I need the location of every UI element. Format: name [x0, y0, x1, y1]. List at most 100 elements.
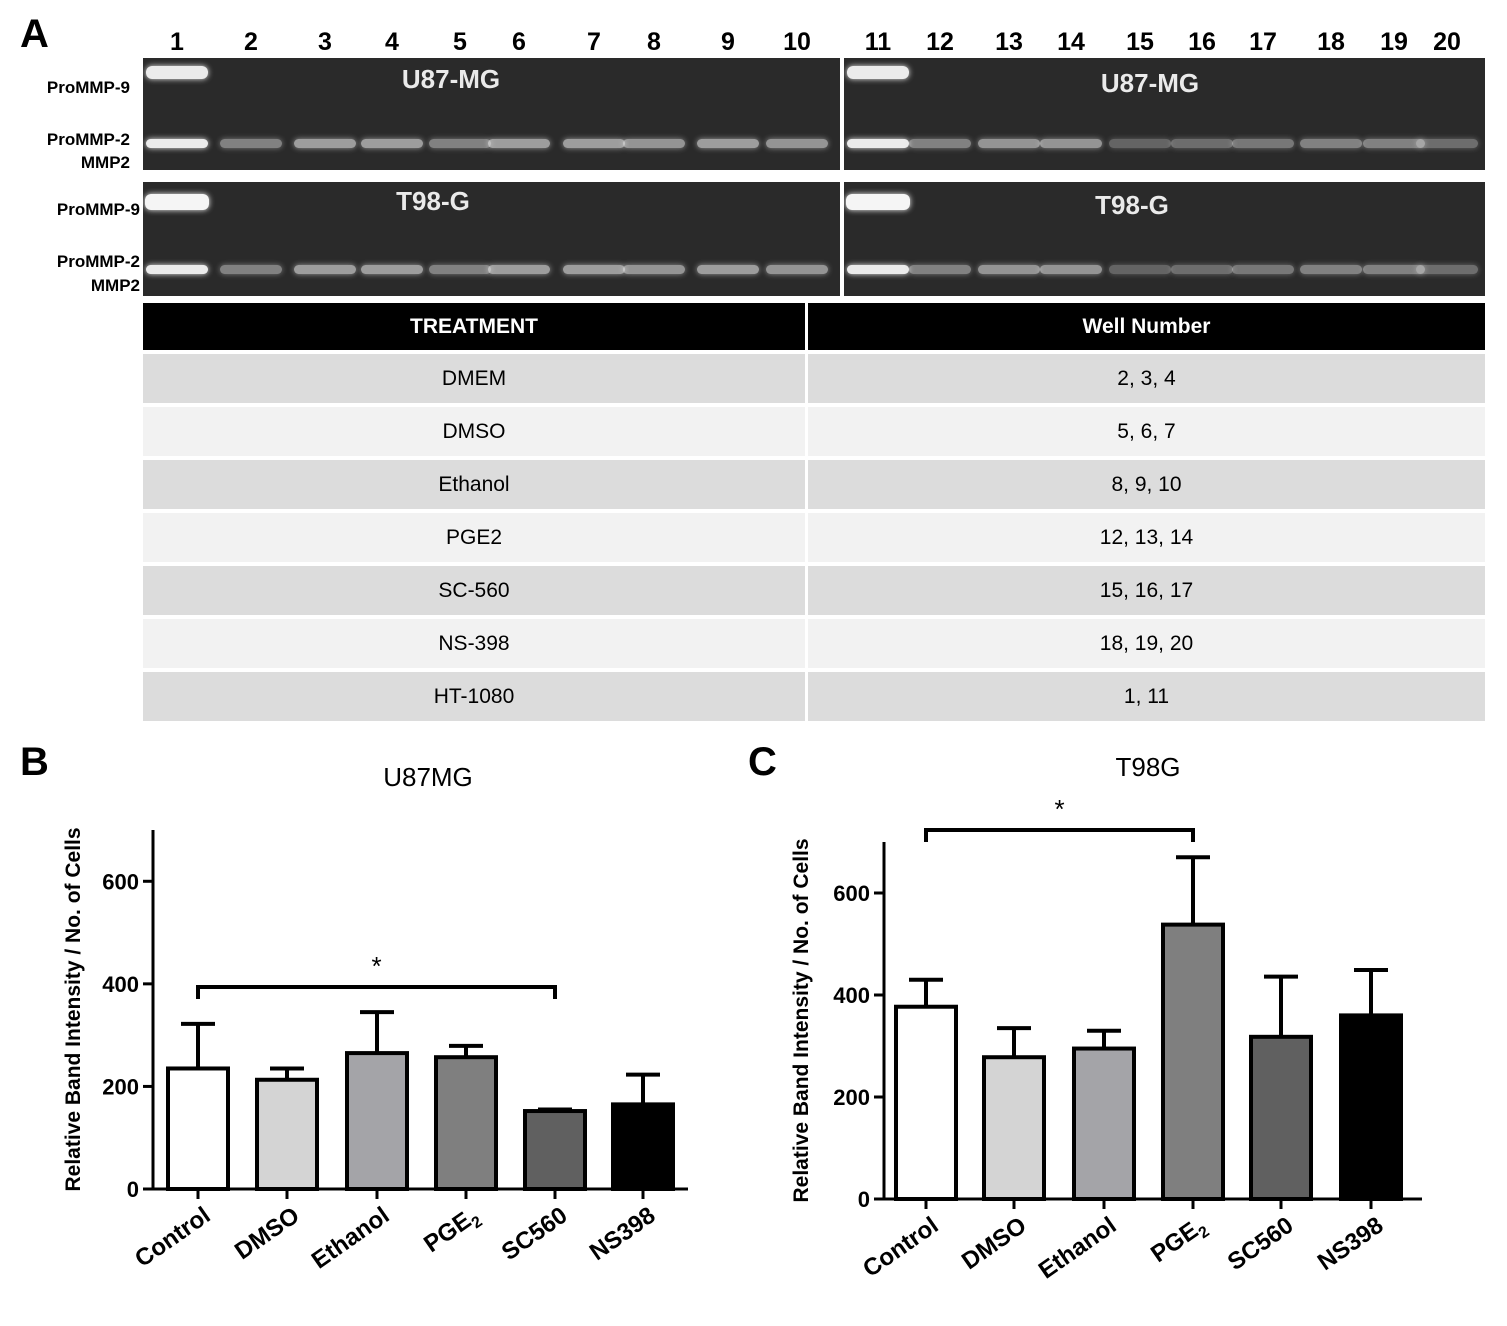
- lane-number: 11: [864, 28, 892, 56]
- treatment-cell: DMEM: [143, 350, 808, 405]
- gel-band: [766, 139, 828, 148]
- treatment-cell: PGE2: [143, 509, 808, 564]
- bar: [1339, 1013, 1403, 1201]
- gel-title: T98-G: [1095, 190, 1169, 220]
- gel-band: [697, 265, 759, 274]
- lane-number: 18: [1317, 28, 1345, 56]
- chart-title: U87MG: [383, 762, 473, 792]
- bar: [1249, 1034, 1313, 1201]
- gel-band: [1232, 139, 1294, 148]
- bar: [434, 1055, 498, 1191]
- lane-number: 1: [170, 28, 184, 56]
- header-well-number: Well Number: [806, 303, 1485, 352]
- gel-band: [1040, 139, 1102, 148]
- x-tick-label: PGE2: [1146, 1212, 1213, 1272]
- chart-title: T98G: [1115, 752, 1180, 782]
- lane-number: 20: [1433, 28, 1461, 56]
- gel-band: [909, 139, 971, 148]
- bar: [255, 1077, 319, 1191]
- gel-band: [847, 66, 909, 79]
- y-tick-label: 600: [102, 869, 139, 894]
- table-row: PGE2 12, 13, 14: [143, 509, 1485, 564]
- gel-u87-right: U87-MG: [844, 58, 1485, 170]
- gel-band: [1300, 265, 1362, 274]
- gel-band: [488, 265, 550, 274]
- panel-b-label: B: [20, 740, 49, 784]
- gel-title: U87-MG: [401, 64, 501, 94]
- lane-number: 4: [385, 28, 399, 56]
- gel-band: [766, 265, 828, 274]
- bar: [523, 1109, 587, 1191]
- lane-number: 5: [453, 28, 467, 56]
- lane-number: 19: [1380, 28, 1408, 56]
- gel-band: [146, 139, 208, 148]
- gel-band: [429, 265, 491, 274]
- x-tick-label-subscript: 2: [469, 1213, 486, 1232]
- gel-band: [1171, 265, 1233, 274]
- well-cell: 5, 6, 7: [806, 403, 1485, 458]
- bar: [611, 1102, 675, 1191]
- well-cell: 18, 19, 20: [806, 615, 1485, 670]
- gel-band: [1040, 265, 1102, 274]
- gel-band: [623, 265, 685, 274]
- y-axis-label: Relative Band Intensity / No. of Cells: [62, 827, 85, 1191]
- lane-number: 6: [512, 28, 526, 56]
- bar: [894, 1004, 958, 1202]
- gel-band: [978, 265, 1040, 274]
- treatment-cell: DMSO: [143, 403, 808, 458]
- label-prommp2: ProMMP-2: [46, 130, 130, 149]
- lane-number: 3: [318, 28, 332, 56]
- lane-number: 15: [1126, 28, 1154, 56]
- x-tick-label: DMSO: [957, 1212, 1031, 1275]
- treatment-cell: HT-1080: [143, 668, 808, 721]
- gel-band: [1109, 139, 1171, 148]
- gel-band: [847, 139, 909, 148]
- gel-title: T98-G: [396, 186, 470, 216]
- gel-band: [146, 265, 208, 274]
- gel-band: [1363, 265, 1425, 274]
- gel-band: [563, 139, 625, 148]
- gel-band: [361, 265, 423, 274]
- bar: [1161, 922, 1225, 1201]
- y-tick-label: 400: [833, 983, 870, 1008]
- gel-band: [1300, 139, 1362, 148]
- x-tick-label: NS398: [585, 1202, 661, 1266]
- gel-title: U87-MG: [1100, 68, 1200, 98]
- gel-band: [847, 265, 909, 274]
- gel-u87-left: U87-MG: [143, 58, 840, 170]
- table-row: HT-1080 1, 11: [143, 668, 1485, 721]
- gel-band: [429, 139, 491, 148]
- table-header-row: TREATMENT Well Number: [143, 303, 1485, 352]
- lane-number: 2: [244, 28, 258, 56]
- y-tick-label: 200: [102, 1074, 139, 1099]
- lane-number: 17: [1249, 28, 1277, 56]
- x-tick-label: Ethanol: [307, 1202, 395, 1275]
- lane-number: 12: [926, 28, 954, 56]
- label-prommp2: ProMMP-2: [56, 252, 140, 271]
- panel-a-label: A: [20, 12, 49, 56]
- lane-number: 13: [995, 28, 1023, 56]
- x-tick-label: PGE2: [419, 1202, 486, 1262]
- gel-t98-left: T98-G: [143, 182, 840, 296]
- table-row: SC-560 15, 16, 17: [143, 562, 1485, 617]
- table-row: NS-398 18, 19, 20: [143, 615, 1485, 670]
- gel-band: [1363, 139, 1425, 148]
- x-tick-label-subscript: 2: [1196, 1223, 1213, 1242]
- x-tick-label: DMSO: [230, 1202, 304, 1265]
- label-prommp9: ProMMP-9: [46, 78, 130, 97]
- gel-band: [1109, 265, 1171, 274]
- treatment-cell: NS-398: [143, 615, 808, 670]
- bar: [982, 1055, 1046, 1201]
- lane-number: 7: [587, 28, 601, 56]
- gel-band: [978, 139, 1040, 148]
- bar: [1072, 1046, 1136, 1201]
- table-row: DMEM 2, 3, 4: [143, 350, 1485, 405]
- chart-b-u87mg: U87MG Relative Band Intensity / No. of Ce…: [62, 762, 688, 1275]
- label-mmp2: MMP2: [80, 153, 130, 172]
- gel-band: [846, 194, 910, 210]
- gel-band: [146, 66, 208, 79]
- gel-band: [563, 265, 625, 274]
- gel-band: [1171, 139, 1233, 148]
- treatment-cell: Ethanol: [143, 456, 808, 511]
- gel-band: [488, 139, 550, 148]
